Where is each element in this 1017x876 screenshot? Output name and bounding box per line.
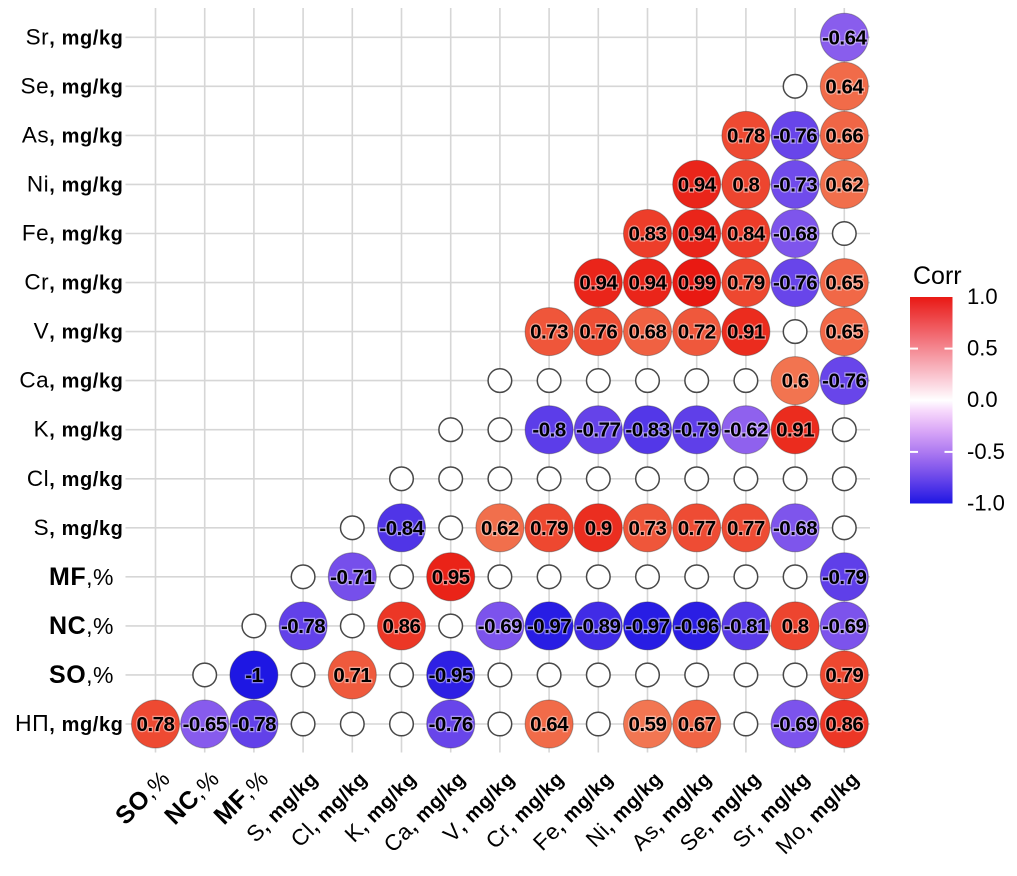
svg-text:-0.79: -0.79	[822, 566, 866, 589]
svg-text:0.86: 0.86	[383, 615, 421, 638]
svg-text:0.86: 0.86	[825, 713, 863, 736]
svg-text:0.68: 0.68	[629, 321, 667, 344]
svg-text:0.71: 0.71	[333, 664, 371, 687]
svg-text:0.78: 0.78	[727, 124, 765, 147]
svg-text:1.0: 1.0	[967, 284, 998, 309]
svg-text:-0.79: -0.79	[675, 419, 719, 442]
svg-text:-0.76: -0.76	[773, 124, 817, 147]
svg-text:0.94: 0.94	[678, 223, 717, 246]
svg-text:S, mg/kg: S, mg/kg	[34, 515, 124, 540]
svg-text:-0.65: -0.65	[183, 713, 227, 736]
svg-text:0.79: 0.79	[530, 517, 568, 540]
svg-text:0.64: 0.64	[530, 713, 569, 736]
svg-text:-0.78: -0.78	[281, 615, 325, 638]
svg-text:0.73: 0.73	[629, 517, 667, 540]
svg-text:0.73: 0.73	[530, 321, 568, 344]
svg-text:-0.81: -0.81	[724, 615, 768, 638]
svg-text:-0.78: -0.78	[232, 713, 276, 736]
svg-text:SO,%: SO,%	[49, 661, 114, 689]
svg-text:Se, mg/kg: Se, mg/kg	[21, 73, 124, 98]
svg-text:0.59: 0.59	[629, 713, 667, 736]
svg-text:-0.76: -0.76	[822, 370, 866, 393]
svg-text:NC,%: NC,%	[49, 612, 114, 640]
svg-text:-0.69: -0.69	[773, 713, 817, 736]
svg-text:0.91: 0.91	[727, 321, 765, 344]
svg-text:-0.64: -0.64	[822, 26, 867, 49]
svg-text:0.5: 0.5	[967, 336, 998, 361]
svg-text:-0.62: -0.62	[724, 419, 768, 442]
svg-text:-0.68: -0.68	[773, 517, 817, 540]
svg-text:-0.71: -0.71	[330, 566, 374, 589]
svg-text:0.79: 0.79	[825, 664, 863, 687]
svg-text:-0.76: -0.76	[429, 713, 473, 736]
svg-text:0.65: 0.65	[825, 272, 863, 295]
svg-text:НП, mg/kg: НП, mg/kg	[15, 710, 124, 736]
svg-text:0.67: 0.67	[678, 713, 716, 736]
svg-text:0.94: 0.94	[579, 272, 618, 295]
svg-text:Fe, mg/kg: Fe, mg/kg	[22, 221, 124, 246]
svg-text:-0.95: -0.95	[429, 664, 473, 687]
svg-text:Cr, mg/kg: Cr, mg/kg	[24, 270, 123, 295]
svg-text:0.6: 0.6	[782, 370, 809, 393]
svg-text:0.62: 0.62	[825, 173, 863, 196]
svg-text:Ni, mg/kg: Ni, mg/kg	[27, 171, 124, 196]
svg-text:0.99: 0.99	[678, 272, 716, 295]
svg-text:-1: -1	[245, 664, 262, 687]
svg-text:-1.0: -1.0	[967, 491, 1005, 516]
svg-text:-0.68: -0.68	[773, 223, 817, 246]
svg-text:-0.69: -0.69	[822, 615, 866, 638]
svg-text:As, mg/kg: As, mg/kg	[22, 122, 124, 147]
svg-text:0.78: 0.78	[137, 713, 175, 736]
svg-text:0.91: 0.91	[776, 419, 814, 442]
svg-text:0.72: 0.72	[678, 321, 716, 344]
svg-text:0.65: 0.65	[825, 321, 863, 344]
svg-text:0.64: 0.64	[825, 75, 864, 98]
svg-text:-0.5: -0.5	[967, 439, 1005, 464]
svg-text:K, mg/kg: K, mg/kg	[34, 417, 124, 442]
svg-text:-0.73: -0.73	[773, 173, 817, 196]
svg-text:Ca, mg/kg: Ca, mg/kg	[19, 368, 123, 393]
svg-text:MF,%: MF,%	[49, 563, 114, 591]
svg-text:0.76: 0.76	[579, 321, 617, 344]
svg-text:-0.97: -0.97	[527, 615, 571, 638]
svg-text:-0.8: -0.8	[532, 419, 565, 442]
svg-text:0.83: 0.83	[629, 223, 667, 246]
svg-text:-0.84: -0.84	[379, 517, 424, 540]
svg-text:0.84: 0.84	[727, 223, 766, 246]
svg-text:-0.76: -0.76	[773, 272, 817, 295]
svg-text:0.0: 0.0	[967, 387, 998, 412]
svg-text:Cl, mg/kg: Cl, mg/kg	[27, 466, 124, 491]
svg-text:-0.69: -0.69	[478, 615, 522, 638]
svg-text:0.66: 0.66	[825, 124, 863, 147]
svg-text:V, mg/kg: V, mg/kg	[34, 319, 124, 344]
svg-text:Corr: Corr	[913, 262, 962, 290]
svg-text:-0.83: -0.83	[625, 419, 669, 442]
svg-text:-0.97: -0.97	[625, 615, 669, 638]
svg-text:0.8: 0.8	[782, 615, 809, 638]
svg-text:-0.96: -0.96	[675, 615, 719, 638]
svg-text:-0.77: -0.77	[576, 419, 620, 442]
svg-text:0.94: 0.94	[678, 173, 717, 196]
svg-text:0.94: 0.94	[629, 272, 668, 295]
svg-text:0.79: 0.79	[727, 272, 765, 295]
svg-text:0.62: 0.62	[481, 517, 519, 540]
svg-text:-0.89: -0.89	[576, 615, 620, 638]
svg-text:0.77: 0.77	[678, 517, 716, 540]
svg-text:Sr, mg/kg: Sr, mg/kg	[26, 24, 124, 49]
svg-text:0.77: 0.77	[727, 517, 765, 540]
svg-text:0.8: 0.8	[732, 173, 759, 196]
svg-text:0.9: 0.9	[585, 517, 612, 540]
svg-text:0.95: 0.95	[432, 566, 470, 589]
